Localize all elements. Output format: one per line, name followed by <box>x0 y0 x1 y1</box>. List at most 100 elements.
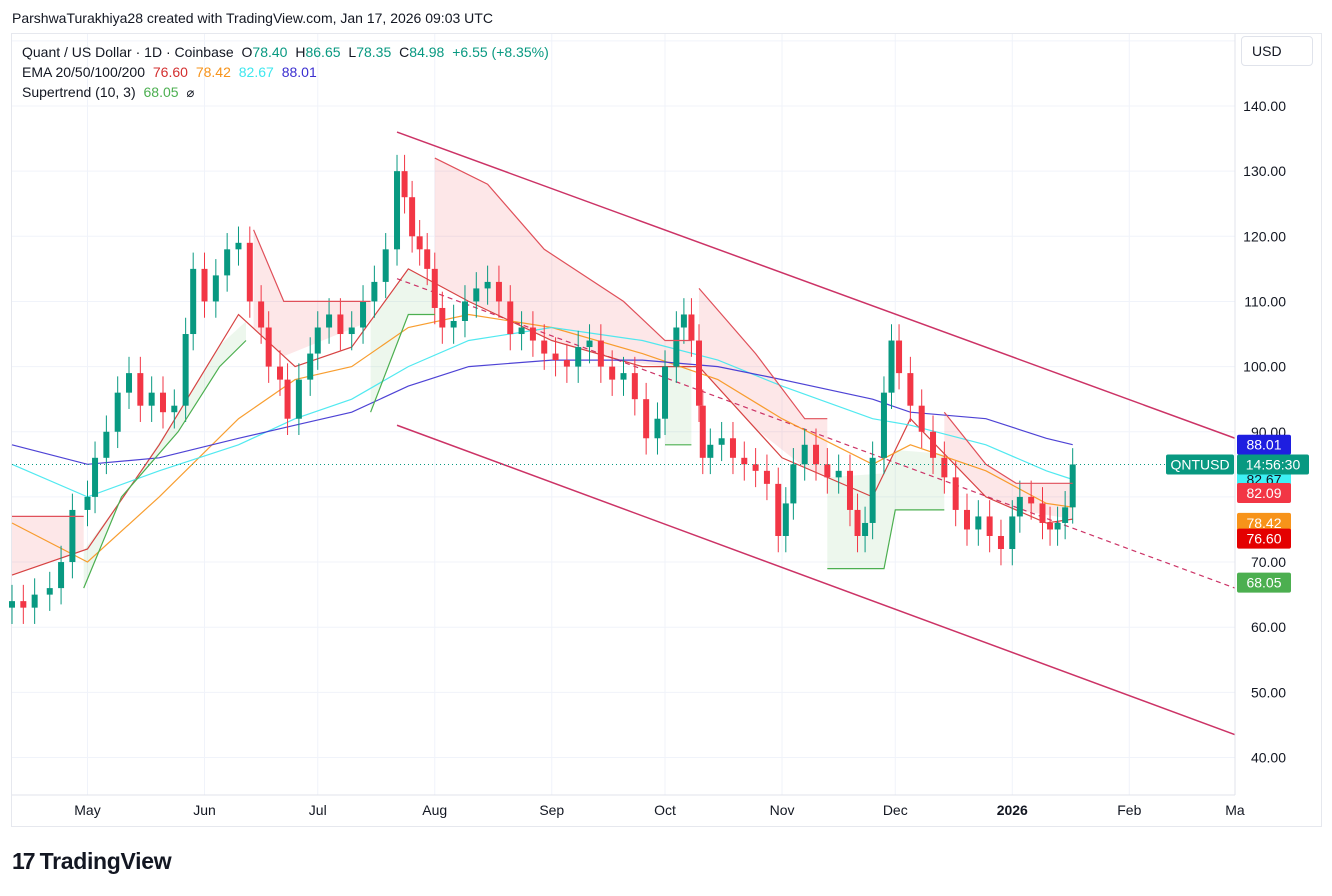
candle-body <box>1028 496 1035 504</box>
candle-body <box>431 268 438 308</box>
time-tick-label: Sep <box>539 802 564 818</box>
candle-body <box>246 242 253 302</box>
candle-body <box>182 334 189 406</box>
candle-body <box>952 477 959 510</box>
candle-body <box>284 379 291 419</box>
candle-body <box>695 340 702 406</box>
candle-body <box>518 327 525 335</box>
candle-body <box>631 373 638 400</box>
supertrend-upper-badge: 82.09 <box>1246 485 1281 501</box>
candle-body <box>348 327 355 335</box>
candle-body <box>654 418 661 439</box>
candle-body <box>620 373 627 380</box>
candle-body <box>9 601 15 608</box>
candle-body <box>918 405 925 432</box>
candle-body <box>975 516 982 530</box>
price-tick-label: 120.00 <box>1243 228 1286 244</box>
chart-legend: Quant / US Dollar · 1D · Coinbase O78.40… <box>22 42 553 103</box>
candle-body <box>148 392 155 406</box>
candle-body <box>688 314 695 341</box>
ema-lines <box>11 268 1073 576</box>
candle-body <box>92 457 99 497</box>
candle-body <box>896 340 903 374</box>
candle-body <box>1069 464 1076 508</box>
supertrend-value: 68.05 <box>143 84 179 100</box>
legend-symbol-row[interactable]: Quant / US Dollar · 1D · Coinbase O78.40… <box>22 42 553 62</box>
change-value: +6.55 (+8.35%) <box>452 44 549 60</box>
price-tick-label: 110.00 <box>1244 293 1286 309</box>
ema200-badge: 88.01 <box>1246 437 1281 453</box>
candle-body <box>190 268 197 335</box>
chart-credit: ParshwaTurakhiya28 created with TradingV… <box>12 10 493 26</box>
candle-body <box>224 249 231 276</box>
supertrend-up-line <box>370 313 435 413</box>
candle-body <box>326 314 333 328</box>
brand-name: TradingView <box>39 848 172 874</box>
supertrend-up-line <box>83 340 247 589</box>
time-tick-label: Dec <box>883 802 908 818</box>
legend-supertrend-row[interactable]: Supertrend (10, 3) 68.05 ⌀ <box>22 82 553 103</box>
open-label: O <box>241 44 253 60</box>
ema20-value: 76.60 <box>152 64 188 80</box>
candle-body <box>782 503 789 536</box>
visibility-off-icon[interactable]: ⌀ <box>186 85 195 100</box>
legend-ema-row[interactable]: EMA 20/50/100/200 76.60 78.42 82.67 88.0… <box>22 62 553 82</box>
candle-body <box>20 601 27 608</box>
candle-body <box>752 464 759 471</box>
candle-body <box>103 431 110 458</box>
candle-body <box>907 373 914 406</box>
time-tick-label: Jun <box>193 802 216 818</box>
high-label: H <box>295 44 306 60</box>
close-label: C <box>399 44 410 60</box>
supertrend-up-fill <box>370 268 435 413</box>
candle-body <box>495 281 502 302</box>
candle-body <box>775 483 782 536</box>
tradingview-logo[interactable]: 17 TradingView <box>12 848 172 875</box>
candle-body <box>997 535 1004 550</box>
ema-line-ema200 <box>11 359 1073 465</box>
candle-body <box>84 496 91 510</box>
candle-body <box>307 353 314 380</box>
candle-body <box>963 509 970 530</box>
candle-body <box>1054 522 1061 530</box>
candle-body <box>869 457 876 523</box>
candle-body <box>295 379 302 419</box>
candle-body <box>986 516 993 536</box>
candle-body <box>854 509 861 536</box>
supertrend-down-line <box>698 288 828 420</box>
price-tick-label: 40.00 <box>1251 750 1286 766</box>
candle-body <box>235 242 242 250</box>
time-tick-label: Aug <box>422 802 447 818</box>
supertrend-down-line <box>943 411 1073 484</box>
supertrend-down-line <box>434 157 692 342</box>
candle-body <box>409 197 416 237</box>
time-tick-label: Nov <box>770 802 795 818</box>
candle-body <box>801 444 808 465</box>
candle-body <box>552 353 559 361</box>
supertrend-down-fill <box>699 288 828 478</box>
candle-body <box>862 522 869 536</box>
candle-body <box>707 444 714 458</box>
candle-body <box>1062 507 1069 523</box>
supertrend-up-fill <box>665 366 692 445</box>
low-label: L <box>348 44 357 60</box>
time-tick-label: 2026 <box>997 802 1028 818</box>
open-number: 78.40 <box>252 44 288 60</box>
ema200-value: 88.01 <box>281 64 317 80</box>
candle-body <box>58 562 65 589</box>
price-tick-label: 100.00 <box>1243 359 1286 375</box>
candle-body <box>258 301 265 328</box>
currency-selector[interactable]: USD <box>1241 36 1313 66</box>
candle-body <box>541 340 548 354</box>
close-value: C84.98 <box>399 44 444 60</box>
candle-body <box>159 392 166 413</box>
candle-body <box>930 431 937 458</box>
candle-body <box>484 281 491 289</box>
price-tick-label: 140.00 <box>1243 98 1286 114</box>
tradingview-logo-icon: 17 <box>12 848 36 874</box>
candle-body <box>563 360 570 367</box>
ema20-badge-bg <box>1237 528 1291 549</box>
price-tick-label: 130.00 <box>1243 163 1286 179</box>
